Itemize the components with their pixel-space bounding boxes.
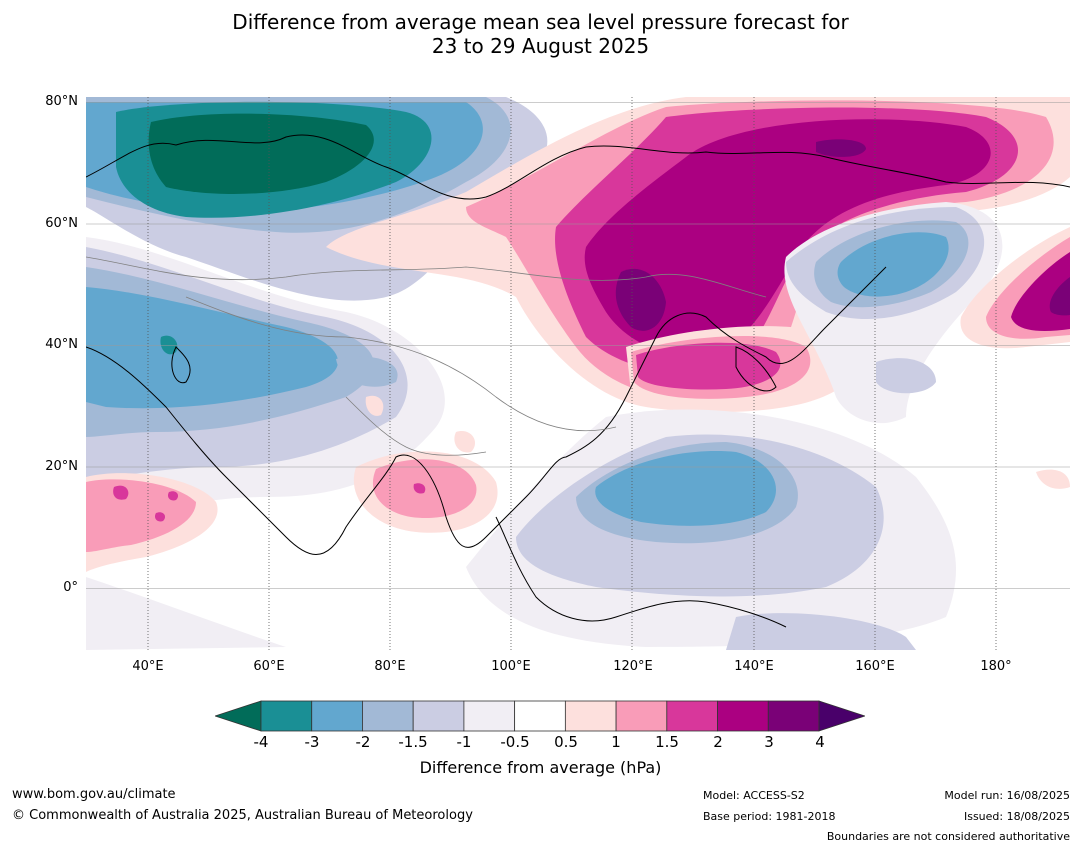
colorbar-cell (362, 700, 414, 732)
lon-label-120e: 120°E (613, 659, 653, 674)
colorbar-tick: 2 (713, 733, 723, 751)
anomaly-neg-2-wpac (595, 451, 776, 526)
lat-label-60n: 60°N (45, 216, 78, 231)
colorbar-tick: -1 (456, 733, 472, 751)
colorbar-cell (615, 700, 668, 732)
anomaly-pos-3-east (1049, 277, 1070, 316)
anomaly-neg-3-casia (86, 287, 339, 409)
anomaly-pos-0p5-tibet-a (365, 395, 384, 416)
meridians (147, 97, 997, 650)
model-text: Model: ACCESS-S2 (703, 789, 805, 802)
coastlines (85, 134, 1071, 628)
colorbar-tick: -2 (355, 733, 371, 751)
anomaly-pos-1p5-me-c (154, 512, 166, 522)
colorbar-tick: -3 (304, 733, 320, 751)
anomaly-pos-3-easia-b (615, 268, 666, 331)
colorbar-cell (666, 700, 718, 732)
lat-label-20n: 20°N (45, 459, 78, 474)
colorbar-cell (564, 700, 617, 732)
anomaly-pos-1p5-india (413, 483, 426, 494)
colorbar-cell (463, 700, 516, 732)
colorbar-cell (260, 700, 313, 732)
disclaimer-text: Boundaries are not considered authoritat… (826, 830, 1070, 843)
anomaly-pos-0p5-tibet-b (454, 431, 476, 453)
colorbar-cell (767, 700, 820, 732)
colorbar-tick: 0.5 (554, 733, 578, 751)
model-run-text: Model run: 16/08/2025 (944, 789, 1070, 802)
title-line-2: 23 to 29 August 2025 (431, 34, 650, 58)
colorbar-tick: -0.5 (500, 733, 530, 751)
colorbar-over-arrow (818, 700, 867, 732)
copyright-text: © Commonwealth of Australia 2025, Austra… (12, 808, 473, 823)
anomaly-neg-1p5-nwpac-b (876, 358, 936, 394)
lon-label-40e: 40°E (132, 659, 164, 674)
lat-label-0: 0° (63, 580, 78, 595)
anomaly-pos-1p5-me-a (113, 485, 129, 500)
lat-label-40n: 40°N (45, 337, 78, 352)
lon-label-100e: 100°E (491, 659, 531, 674)
anomaly-pos-0p5-east-b (1036, 469, 1070, 489)
anomaly-neg-2-tibet (336, 356, 398, 387)
graticule (86, 102, 1070, 589)
anomaly-pos-3-easia-a (816, 139, 866, 157)
anomaly-below-4-nw (148, 113, 374, 194)
website-link[interactable]: www.bom.gov.au/climate (12, 787, 176, 802)
anomaly-pos-1p5-me-b (167, 491, 179, 501)
colorbar-tick: -4 (253, 733, 269, 751)
lon-label-80e: 80°E (374, 659, 406, 674)
lon-label-60e: 60°E (253, 659, 285, 674)
lon-label-180: 180° (980, 659, 1012, 674)
anomaly-pos-2-easia (584, 119, 991, 355)
colorbar-tick: 4 (815, 733, 825, 751)
colorbar-tick: 3 (764, 733, 774, 751)
lon-label-140e: 140°E (734, 659, 774, 674)
title-line-1: Difference from average mean sea level p… (232, 10, 849, 34)
colorbar (213, 700, 867, 732)
anomaly-neg-1-south (726, 613, 916, 650)
anomaly-neg-3-nwpac (837, 232, 949, 297)
lat-label-80n: 80°N (45, 94, 78, 109)
pressure-anomaly-map (85, 97, 1071, 650)
base-period-text: Base period: 1981-2018 (703, 810, 836, 823)
country-borders (85, 256, 767, 456)
lon-label-160e: 160°E (855, 659, 895, 674)
colorbar-cell (412, 700, 465, 732)
anomaly-pos-1p5-japan (636, 342, 781, 390)
anomaly-neg-0p5-swasia (86, 577, 286, 650)
colorbar-label: Difference from average (hPa) (419, 758, 662, 777)
colorbar-svg (213, 700, 867, 732)
colorbar-cell (514, 700, 566, 732)
map-svg (85, 97, 1071, 650)
colorbar-cell (717, 700, 769, 732)
colorbar-tick: 1.5 (655, 733, 679, 751)
colorbar-tick: -1.5 (398, 733, 428, 751)
colorbar-tick: 1 (611, 733, 621, 751)
map-title: Difference from average mean sea level p… (0, 10, 1081, 58)
colorbar-under-arrow (213, 700, 262, 732)
anomaly-neg-4-casia (160, 335, 178, 355)
colorbar-cell (311, 700, 363, 732)
issued-text: Issued: 18/08/2025 (963, 810, 1070, 823)
